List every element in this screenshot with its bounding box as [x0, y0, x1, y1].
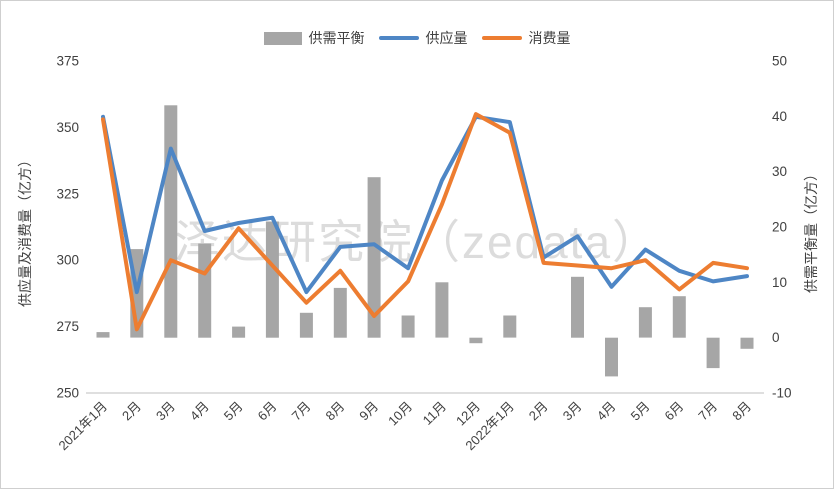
- balance-bar: [435, 282, 449, 338]
- x-axis-tick-label: 3月: [153, 399, 178, 424]
- balance-bar: [198, 243, 212, 338]
- consumption-line: [101, 112, 749, 332]
- balance-bar: [265, 221, 279, 338]
- left-axis-tick-label: 250: [56, 386, 79, 401]
- right-axis-tick-label: -10: [772, 386, 792, 401]
- balance-bar: [605, 337, 618, 377]
- x-axis-tick-label: 10月: [385, 399, 415, 429]
- balance-bar: [672, 296, 686, 338]
- left-axis-tick-label: 325: [56, 186, 79, 201]
- right-axis-tick-label: 20: [772, 220, 787, 235]
- left-axis-tick-label: 275: [56, 319, 79, 334]
- legend-label-consumption: 消费量: [528, 30, 571, 46]
- balance-bar: [333, 287, 347, 338]
- legend-item-balance: 供需平衡: [263, 28, 365, 48]
- balance-bar: [503, 315, 517, 338]
- supply-line: [101, 114, 749, 295]
- balance-bar: [740, 337, 754, 349]
- balance-bar: [571, 276, 584, 338]
- x-axis-tick-label: 12月: [453, 399, 483, 429]
- balance-bar: [164, 105, 178, 338]
- line-swatch-icon: [481, 36, 522, 40]
- right-axis-tick-label: 0: [772, 330, 780, 345]
- right-axis-tick-label: 40: [772, 109, 787, 124]
- left-axis-tick-label: 300: [56, 253, 79, 268]
- legend-label-balance: 供需平衡: [308, 30, 365, 46]
- x-axis-tick-label: 11月: [420, 399, 449, 428]
- line-swatch-icon: [378, 36, 419, 40]
- balance-bar: [367, 177, 381, 338]
- balance-bar: [96, 332, 110, 338]
- x-axis-tick-label: 8月: [323, 399, 348, 424]
- legend-label-supply: 供应量: [425, 30, 468, 46]
- left-axis-title: 供应量及消费量（亿方）: [17, 153, 33, 307]
- x-axis-tick-label: 2月: [119, 399, 144, 424]
- x-axis-tick-label: 4月: [187, 399, 212, 424]
- right-axis-tick-label: 10: [772, 275, 787, 290]
- legend-item-supply: 供应量: [378, 28, 468, 48]
- x-axis-tick-label: 8月: [729, 399, 754, 424]
- x-axis-tick-label: 2021年1月: [56, 399, 111, 454]
- bar-swatch-icon: [263, 31, 302, 45]
- x-axis-tick-label: 5月: [628, 399, 653, 424]
- right-axis-title: 供需平衡量（亿方）: [803, 167, 819, 293]
- balance-bar: [638, 307, 652, 338]
- x-axis-tick-label: 3月: [560, 399, 585, 424]
- x-axis-tick-label: 7月: [695, 399, 720, 424]
- right-axis-tick-label: 50: [772, 54, 787, 69]
- right-axis-tick-label: 30: [772, 164, 787, 179]
- balance-bar: [706, 337, 720, 369]
- x-axis-tick-label: 6月: [662, 399, 687, 424]
- balance-bar: [401, 315, 415, 338]
- balance-bar: [232, 326, 246, 338]
- x-axis-tick-label: 4月: [594, 399, 619, 424]
- x-axis-tick-label: 6月: [255, 399, 280, 424]
- x-axis-tick-label: 2月: [526, 399, 551, 424]
- x-axis-tick-label: 5月: [221, 399, 246, 424]
- balance-bar: [299, 312, 313, 338]
- left-axis-tick-label: 375: [56, 54, 79, 69]
- chart-legend: 供需平衡 供应量 消费量: [1, 28, 833, 48]
- balance-bar: [469, 337, 483, 344]
- x-axis-tick-label: 9月: [356, 399, 381, 424]
- x-axis-tick-label: 7月: [289, 399, 314, 424]
- left-axis-tick-label: 350: [56, 120, 79, 135]
- legend-item-consumption: 消费量: [481, 28, 571, 48]
